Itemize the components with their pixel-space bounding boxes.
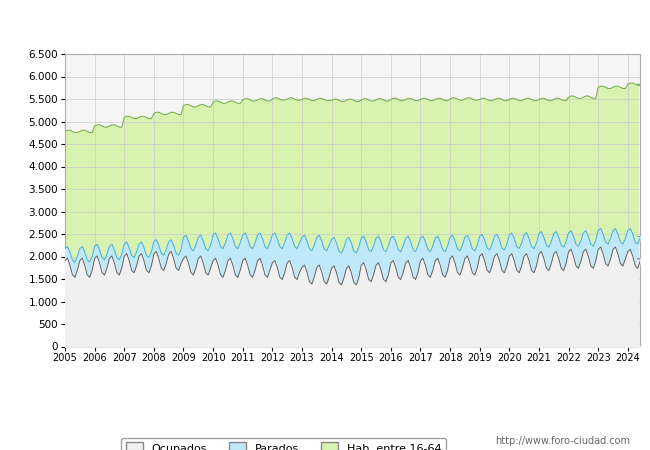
Legend: Ocupados, Parados, Hab. entre 16-64: Ocupados, Parados, Hab. entre 16-64 [122, 437, 446, 450]
Text: Suances - Evolucion de la poblacion en edad de Trabajar Mayo de 2024: Suances - Evolucion de la poblacion en e… [87, 21, 563, 33]
Text: http://www.foro-ciudad.com: http://www.foro-ciudad.com [495, 436, 630, 446]
